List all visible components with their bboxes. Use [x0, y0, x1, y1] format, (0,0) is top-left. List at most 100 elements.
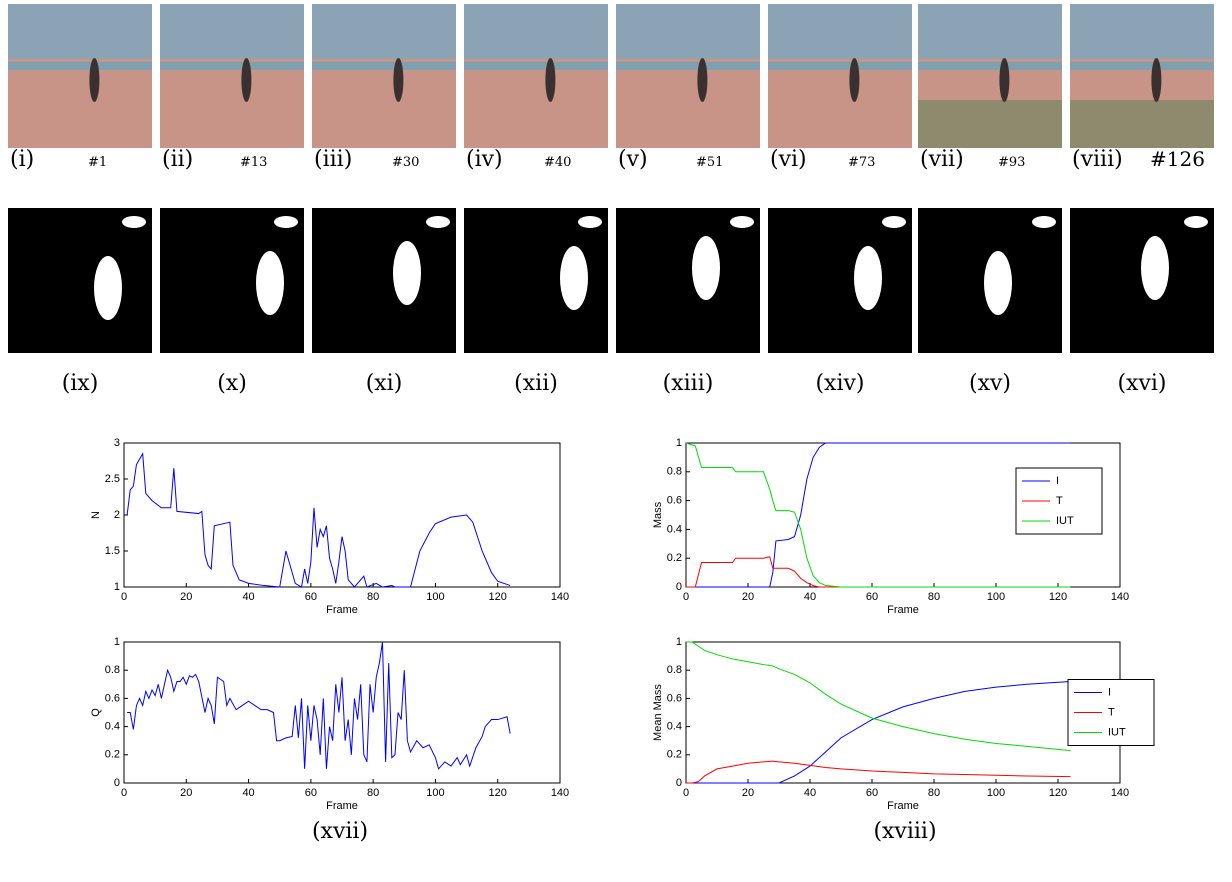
mask-blob	[882, 216, 906, 228]
y-tick-label: 1	[114, 636, 120, 648]
x-tick-label: 60	[866, 787, 878, 799]
y-tick-label: 1	[114, 581, 120, 593]
mask	[312, 208, 456, 353]
photo-lane	[616, 62, 760, 70]
mask-label: (xi)	[366, 371, 403, 396]
mask-blob	[692, 236, 720, 300]
mask-blob	[94, 256, 122, 320]
line-series	[686, 760, 1071, 784]
y-axis-label: Mean Mass	[652, 684, 664, 741]
x-tick-label: 0	[683, 787, 689, 799]
x-tick-label: 0	[121, 787, 127, 799]
y-axis-label: Q	[90, 708, 102, 717]
x-tick-label: 140	[1111, 787, 1129, 799]
y-tick-label: 0.6	[667, 495, 682, 507]
x-tick-label: 40	[242, 787, 254, 799]
mask-label: (x)	[217, 371, 247, 396]
y-tick-label: 0	[676, 581, 682, 593]
photo-stands	[768, 4, 912, 59]
x-tick-label: 80	[928, 787, 940, 799]
photo-label: (ii)	[162, 147, 193, 172]
frame-label: #13	[240, 155, 267, 170]
x-tick-label: 140	[1111, 591, 1129, 603]
mask-blob	[854, 246, 882, 310]
mask-label: (xiv)	[815, 371, 864, 396]
x-tick-label: 80	[928, 591, 940, 603]
x-axis-label: Frame	[887, 604, 919, 616]
legend-label: T	[1056, 495, 1063, 507]
x-axis-label: Frame	[887, 800, 919, 812]
x-tick-label: 40	[804, 591, 816, 603]
photo-label: (v)	[618, 147, 648, 172]
y-tick-label: 0	[114, 777, 120, 789]
mask-blob	[1184, 216, 1208, 228]
x-tick-label: 80	[367, 787, 379, 799]
mask-blob	[426, 216, 450, 228]
photo-lane	[312, 62, 456, 70]
x-tick-label: 40	[804, 787, 816, 799]
y-tick-label: 0	[676, 777, 682, 789]
chart: 0 20 40 60 80 100 120 140 0 0.2 0.4 0.6 0.8 1 Frame Mas…	[652, 437, 1129, 616]
photo-lane	[1070, 62, 1214, 70]
photo-lane	[918, 62, 1062, 70]
x-tick-label: 100	[987, 787, 1005, 799]
y-tick-label: 1	[676, 636, 682, 648]
plot-area	[685, 641, 1121, 784]
photo-stands	[918, 4, 1062, 59]
x-tick-label: 120	[489, 591, 507, 603]
mask	[616, 208, 760, 353]
x-tick-label: 0	[683, 591, 689, 603]
mask-blob	[274, 216, 298, 228]
mask	[1070, 208, 1214, 353]
photo-stands	[464, 4, 608, 59]
photo-sand	[1070, 100, 1214, 148]
y-tick-label: 0.8	[667, 466, 682, 478]
mask-blob	[984, 251, 1012, 315]
y-tick-label: 0.2	[105, 749, 120, 761]
x-tick-label: 60	[305, 787, 317, 799]
chart: 0 20 40 60 80 100 120 140 0 0.2 0.4 0.6 0.8 1 Frame Mea…	[652, 636, 1155, 812]
photo-label: (vii)	[920, 147, 964, 172]
photo-lane	[160, 62, 304, 70]
frame-label: #40	[544, 155, 571, 170]
legend-label: IUT	[1056, 515, 1074, 527]
mask-blob	[122, 216, 146, 228]
legend-label: T	[1108, 706, 1115, 718]
mask-label: (xii)	[514, 371, 558, 396]
photo-stands	[1070, 4, 1214, 59]
athlete	[241, 58, 252, 102]
frame-label: #30	[392, 155, 419, 170]
mask-blob	[393, 241, 421, 305]
line-series	[686, 641, 1071, 752]
photo-label: (viii)	[1072, 147, 1123, 172]
x-axis-label: Frame	[326, 604, 358, 616]
x-tick-label: 100	[987, 591, 1005, 603]
y-tick-label: 0.2	[667, 749, 682, 761]
plot-area	[123, 442, 561, 588]
mask-blob	[560, 246, 588, 310]
y-tick-label: 2	[114, 509, 120, 521]
mask-blob	[730, 216, 754, 228]
mask	[8, 208, 152, 353]
line-series	[685, 442, 1071, 588]
y-axis-label: N	[90, 511, 102, 519]
y-tick-label: 0.4	[667, 523, 682, 535]
y-tick-label: 0.2	[667, 552, 682, 564]
y-tick-label: 3	[114, 437, 120, 449]
y-tick-label: 1.5	[105, 545, 120, 557]
mask-blob	[1032, 216, 1056, 228]
chart: 0 20 40 60 80 100 120 140 1 1.5 2 2.5 3 Frame N	[90, 437, 569, 616]
line-series	[686, 442, 1071, 588]
x-tick-label: 60	[866, 591, 878, 603]
athlete	[393, 58, 404, 102]
legend-label: I	[1056, 475, 1059, 487]
y-tick-label: 0.4	[667, 721, 682, 733]
plot-area	[123, 641, 561, 784]
mask-blob	[256, 251, 284, 315]
athlete	[697, 58, 708, 102]
frame-label: #51	[696, 155, 723, 170]
frame-label: #93	[998, 155, 1025, 170]
x-tick-label: 60	[305, 591, 317, 603]
caption: (xviii)	[873, 819, 936, 844]
